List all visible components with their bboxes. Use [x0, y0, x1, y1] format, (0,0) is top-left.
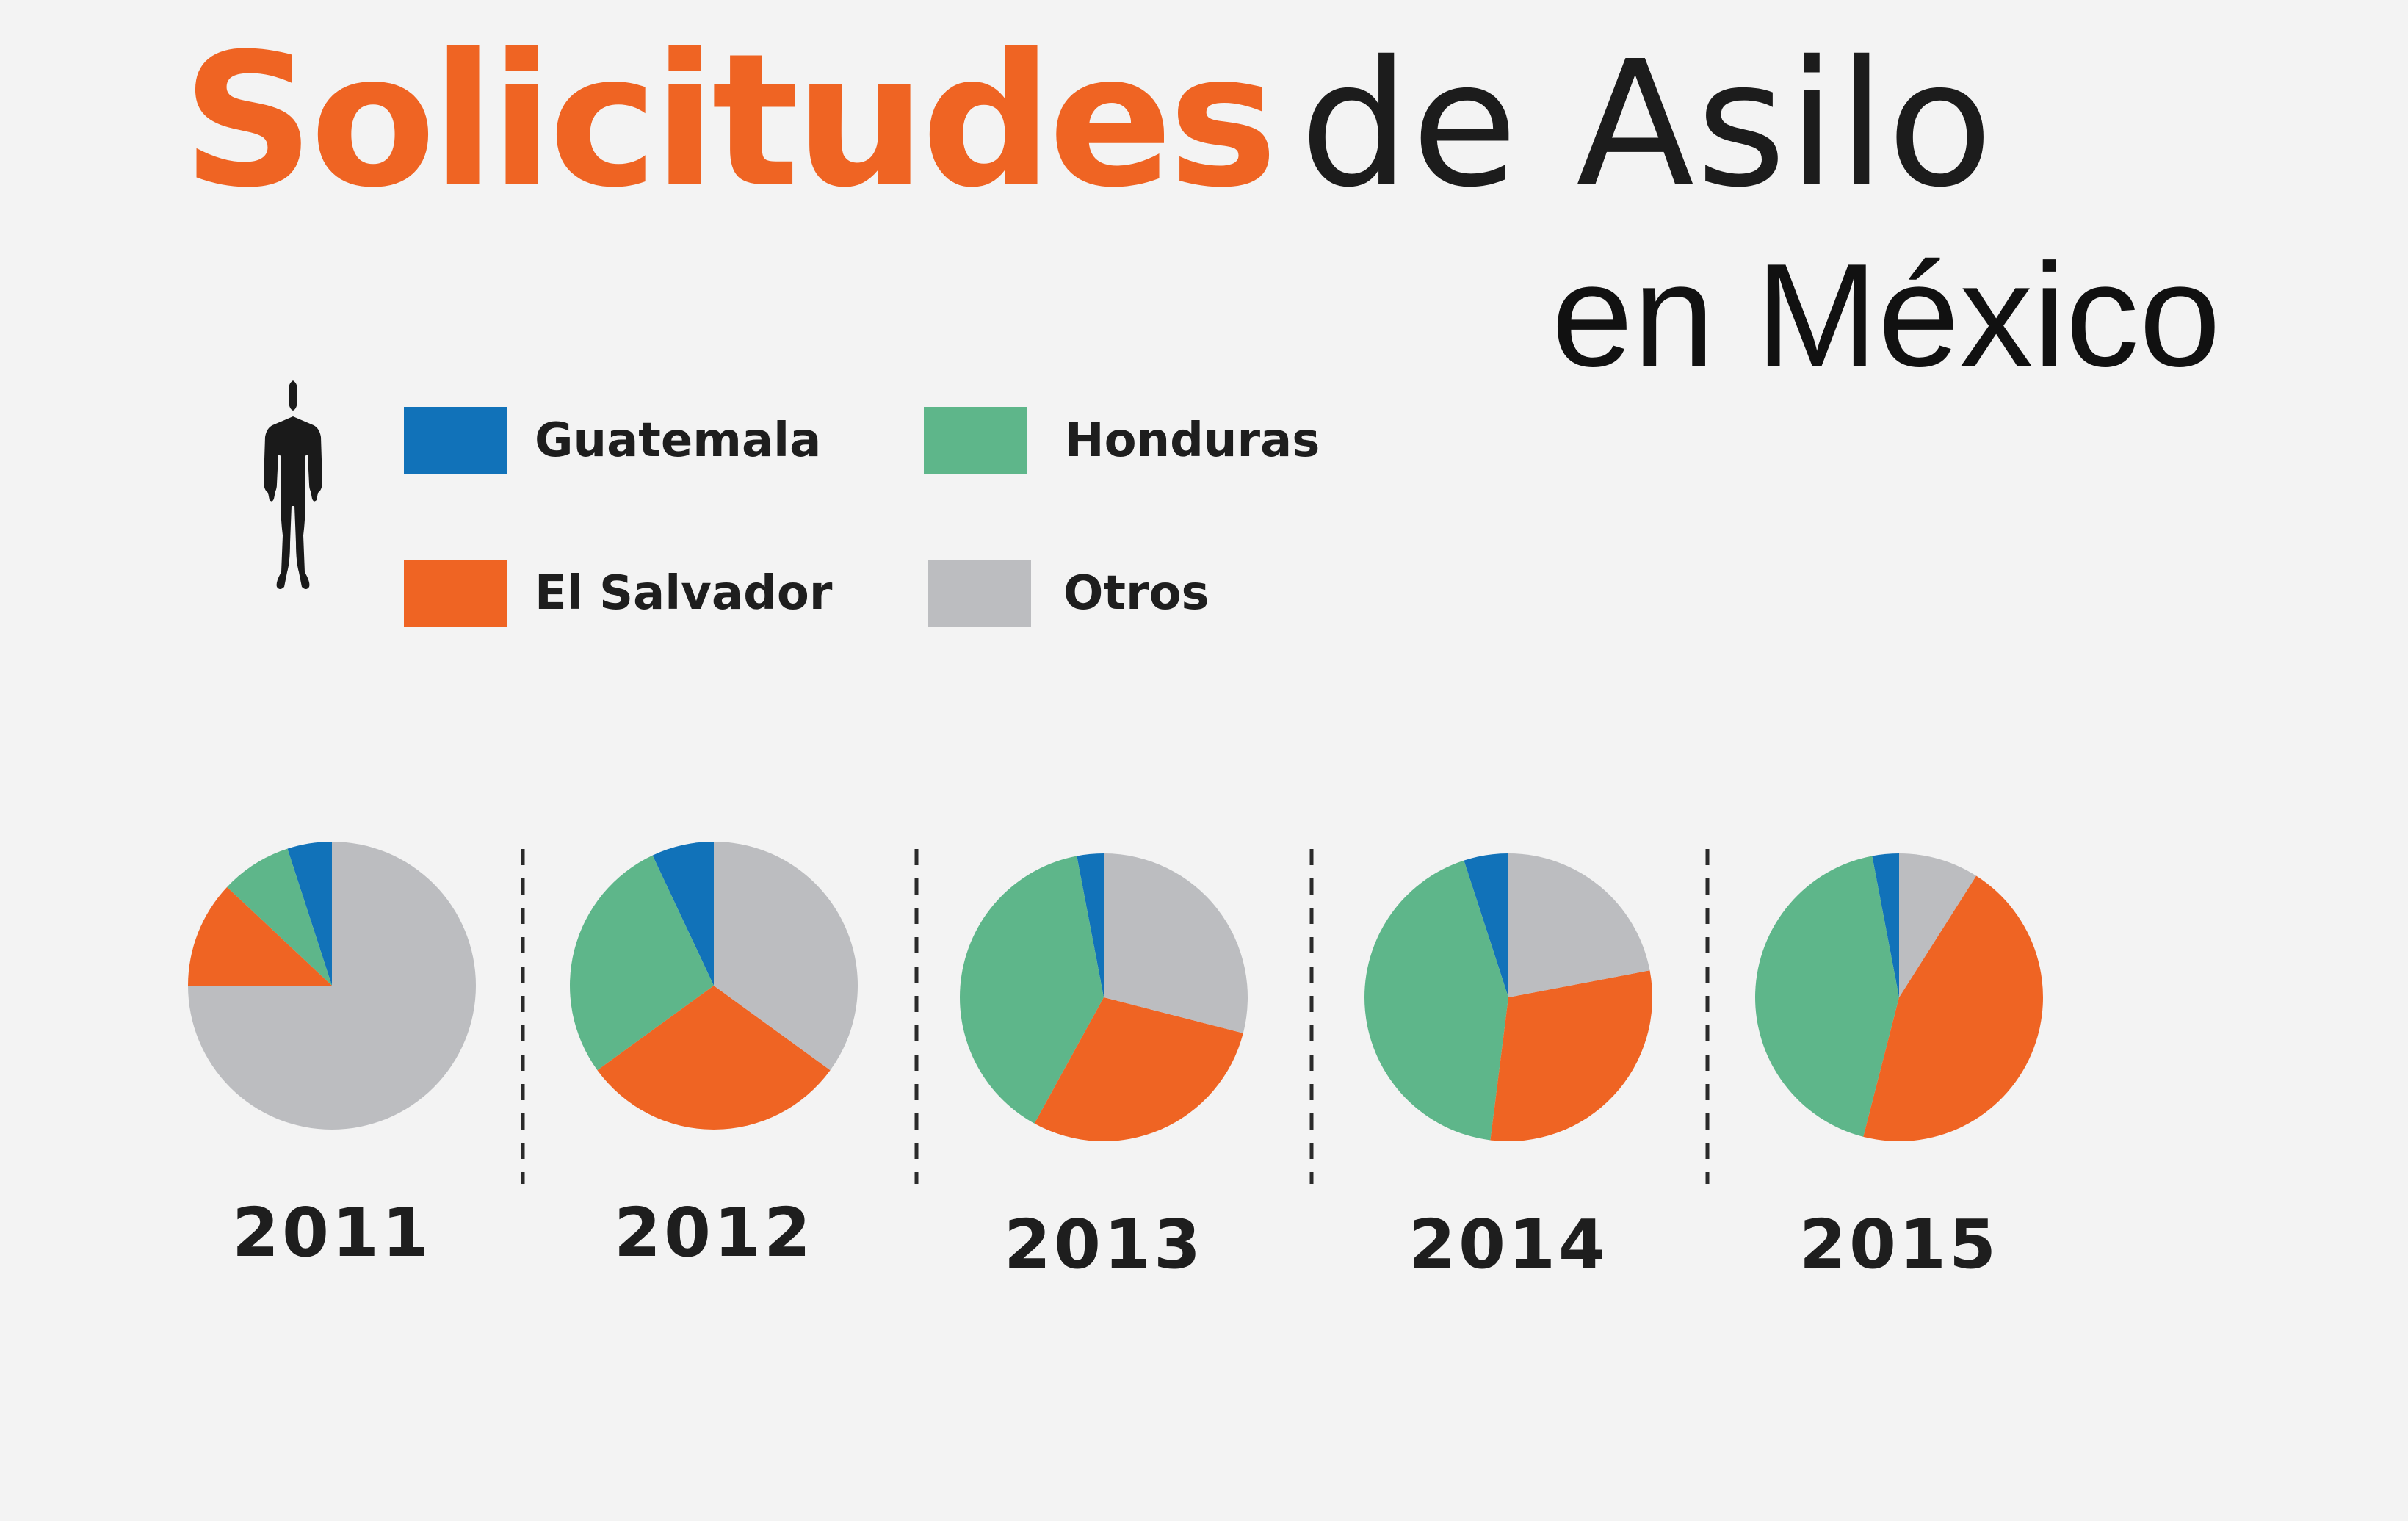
pie-slice-2011-otros: [188, 842, 476, 1130]
pie-slice-2013-el-salvador: [1034, 997, 1243, 1142]
year-label-2013: 2013: [1004, 1205, 1204, 1284]
pie-slice-2012-honduras: [569, 855, 714, 1071]
legend-label-otros: Otros: [1063, 566, 1210, 621]
pie-slice-2013-honduras: [959, 856, 1104, 1124]
pie-slice-2015-otros: [1899, 853, 1977, 997]
legend-swatch-guatemala: [404, 407, 507, 474]
pie-slice-2012-otros: [714, 842, 858, 1071]
legend-swatch-otros: [928, 560, 1031, 627]
pie-slice-2013-guatemala: [1077, 853, 1104, 997]
pie-slice-2012-el-salvador: [597, 986, 831, 1130]
title-rest: de Asilo: [1299, 24, 1995, 225]
page-title: Solicitudes de Asilo: [182, 29, 1995, 213]
pie-slice-2011-honduras: [227, 848, 332, 986]
year-label-2015: 2015: [1799, 1205, 1999, 1284]
pie-slice-2013-otros: [1104, 853, 1248, 1033]
person-silhouette-icon: [264, 380, 322, 589]
pie-slice-2014-guatemala: [1464, 853, 1508, 997]
pie-slice-2011-el-salvador: [188, 886, 332, 986]
legend-item-el-salvador: El Salvador: [404, 560, 832, 627]
legend-item-honduras: Honduras: [924, 407, 1320, 474]
legend-label-honduras: Honduras: [1065, 413, 1320, 468]
legend-swatch-el-salvador: [404, 560, 507, 627]
pie-slice-2011-guatemala: [287, 842, 332, 986]
year-label-2012: 2012: [614, 1193, 814, 1272]
pie-slice-2015-guatemala: [1872, 853, 1899, 997]
legend-swatch-honduras: [924, 407, 1027, 474]
legend-item-otros: Otros: [928, 560, 1210, 627]
page-subtitle: en México: [1551, 234, 2221, 397]
pie-slice-2014-honduras: [1364, 860, 1508, 1141]
legend-label-el-salvador: El Salvador: [535, 566, 833, 621]
pie-slice-2014-otros: [1508, 853, 1650, 997]
title-accent: Solicitudes: [182, 14, 1278, 228]
pie-slice-2015-honduras: [1755, 856, 1899, 1137]
legend-label-guatemala: Guatemala: [535, 413, 822, 468]
year-label-2014: 2014: [1409, 1205, 1608, 1284]
pie-slice-2014-el-salvador: [1490, 970, 1653, 1141]
pie-slice-2015-el-salvador: [1863, 875, 2043, 1141]
year-label-2011: 2011: [232, 1193, 432, 1272]
pie-slice-2012-guatemala: [652, 842, 714, 986]
legend-item-guatemala: Guatemala: [404, 407, 821, 474]
